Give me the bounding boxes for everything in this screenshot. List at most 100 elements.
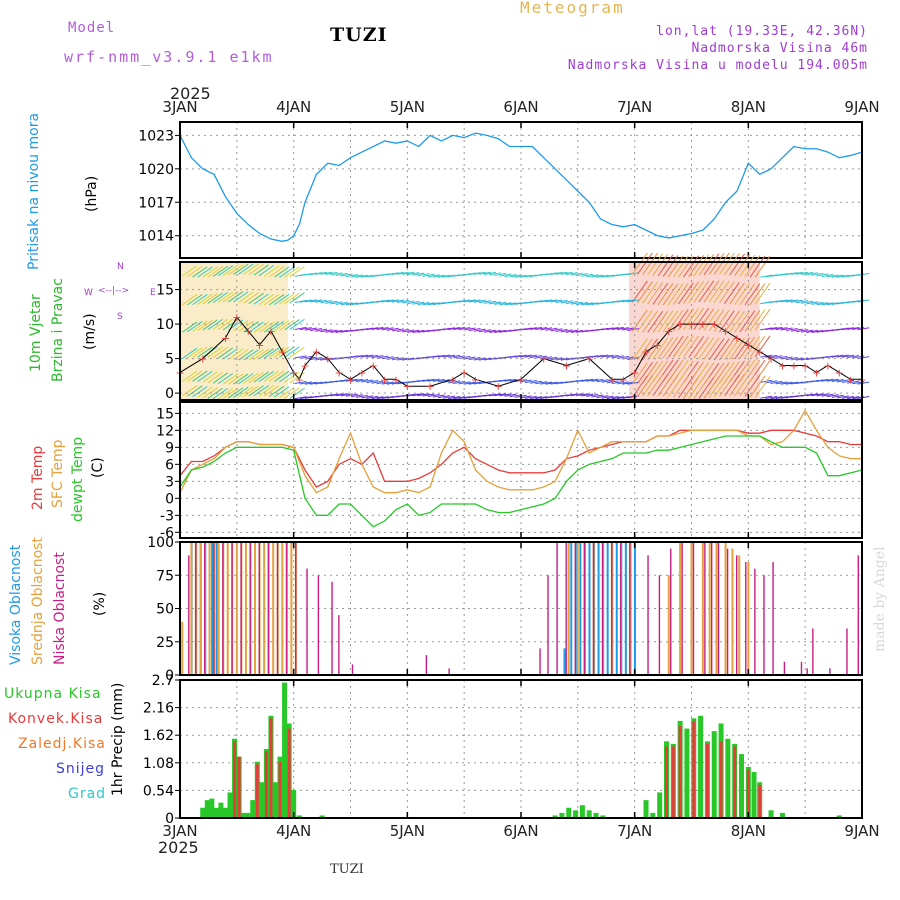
wind-barb [535, 396, 548, 400]
wind-barb [381, 327, 394, 331]
wind-barb [243, 372, 259, 384]
bar-2 [719, 741, 723, 818]
wind-barb [703, 308, 720, 331]
bar-3 [670, 548, 672, 675]
wind-barb [228, 348, 244, 360]
date-label-bottom: 7JAN [617, 822, 652, 840]
wind-barb [248, 263, 264, 276]
wind-barb [197, 293, 213, 305]
wind-barb [601, 354, 614, 358]
wind-barb [596, 395, 609, 399]
wind-barb [233, 291, 249, 303]
wind-barb [443, 327, 456, 331]
wind-barb [708, 375, 725, 398]
y-tick-label: 1017 [138, 195, 174, 211]
wind-barb [366, 354, 379, 358]
bar-3 [610, 542, 613, 675]
bar-1 [222, 807, 228, 818]
wind-barb [181, 347, 198, 359]
bar-3 [829, 668, 831, 675]
bar-3 [188, 555, 190, 675]
wind-barb [842, 379, 855, 384]
wind-barb [637, 338, 653, 361]
wind-barb [622, 327, 635, 331]
wind-barb [857, 381, 870, 385]
wind-barb [187, 265, 203, 278]
wind-barb [238, 320, 254, 332]
bar-1 [836, 815, 842, 818]
wind-speed-marker: + [539, 353, 548, 366]
wind-barb [233, 263, 249, 275]
wind-barb [483, 393, 496, 397]
wind-barb [847, 326, 860, 331]
wind-barb [581, 302, 594, 306]
wind-barb [821, 302, 834, 306]
wind-speed-marker: + [676, 318, 685, 331]
wind-barb [299, 327, 312, 331]
bar-1 [650, 812, 656, 818]
wind-barb [672, 282, 689, 305]
wind-barb [279, 386, 295, 399]
wind-barb [330, 329, 343, 333]
series-line-1 [179, 132, 863, 242]
wind-barb [775, 355, 788, 359]
bar-1 [579, 542, 582, 675]
y-tick-label: 5 [165, 352, 174, 368]
wind-barb [187, 385, 203, 397]
y-tick-label: 0 [165, 491, 174, 507]
wind-barb [468, 272, 481, 276]
wind-barb [662, 255, 679, 277]
wind-barb [550, 271, 563, 275]
wind-barb [821, 273, 834, 278]
wind-barb [391, 271, 404, 275]
wind-barb [724, 282, 740, 304]
wind-barb [683, 255, 699, 278]
panel-precip: 0 0.54 1.08 1.62 2.16 2.7 [143, 673, 863, 827]
wind-barb [437, 379, 450, 383]
wind-barb [678, 376, 694, 399]
bar-1 [593, 812, 599, 818]
wind-barb [708, 338, 725, 361]
wind-barb [217, 387, 234, 400]
wind-speed-marker: + [607, 373, 616, 386]
wind-barb [683, 376, 699, 399]
wind-barb [310, 381, 323, 385]
y-tick-label: 12 [156, 423, 174, 439]
wind-barb [667, 255, 684, 278]
wind-barb [263, 265, 280, 277]
wind-barb [448, 396, 461, 400]
bar-1 [204, 800, 210, 818]
bar-1 [606, 542, 609, 675]
wind-barb [765, 327, 778, 331]
wind-barb [391, 299, 404, 303]
wind-barb [535, 355, 548, 359]
wind-barb [616, 396, 629, 400]
wind-barb [631, 362, 648, 385]
wind-barb [494, 329, 507, 333]
wind-barb [581, 393, 594, 397]
wind-barb [550, 299, 563, 303]
wind-barb [222, 264, 239, 276]
wind-speed-marker: + [403, 380, 412, 393]
wind-barb [453, 326, 466, 330]
wind-barb [734, 337, 751, 360]
wind-barb [478, 300, 491, 304]
bar-2 [181, 621, 184, 675]
wind-barb [181, 321, 198, 333]
wind-barb [586, 393, 599, 397]
y-tick-label: 9 [165, 440, 174, 456]
bar-3 [448, 668, 450, 675]
wind-barb [713, 309, 730, 332]
wind-speed-marker: + [380, 373, 389, 386]
wind-barb [739, 336, 756, 359]
wind-barb [448, 354, 461, 358]
wind-barb [667, 335, 684, 358]
wind-barb [268, 385, 285, 397]
wind-barb [811, 301, 824, 305]
wind-barb [299, 396, 312, 400]
wind-barb [238, 263, 254, 275]
wind-barb [519, 354, 532, 358]
wind-barb [729, 337, 745, 360]
bar-1 [559, 812, 565, 818]
